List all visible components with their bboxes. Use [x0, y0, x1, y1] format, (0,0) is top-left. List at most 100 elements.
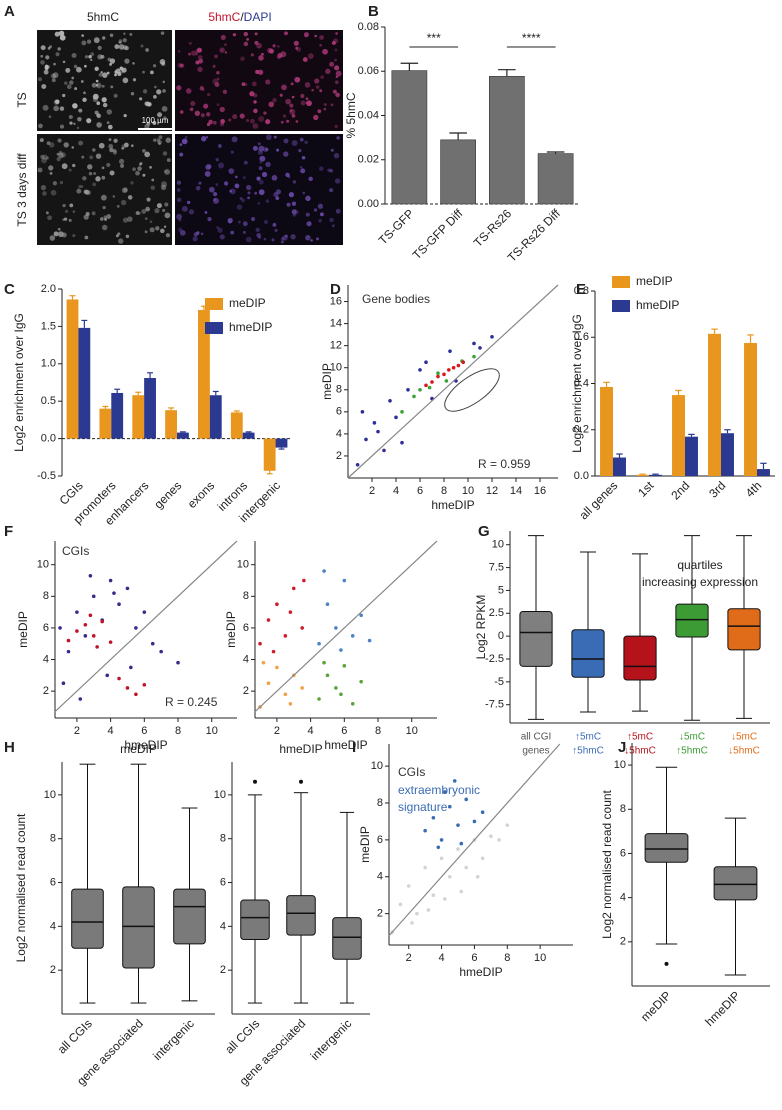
y-tick-label: 2: [50, 964, 56, 976]
point: [430, 380, 434, 384]
cell: [231, 136, 238, 143]
cell: [96, 101, 101, 105]
micrograph: [175, 134, 343, 245]
cell: [261, 171, 268, 178]
point: [439, 856, 444, 861]
point: [447, 368, 451, 372]
cell: [302, 191, 306, 195]
point: [480, 810, 485, 815]
cell: [51, 78, 56, 83]
cell: [153, 94, 157, 99]
cell: [92, 182, 97, 187]
cell: [254, 40, 259, 45]
cell: [314, 34, 317, 38]
cell: [299, 137, 304, 142]
cell: [145, 101, 151, 107]
cell: [305, 234, 311, 241]
cell: [153, 85, 157, 89]
annotation: Gene bodies: [362, 292, 430, 306]
cell: [109, 62, 113, 66]
cell: [59, 180, 64, 185]
point: [342, 578, 347, 583]
cell: [101, 175, 106, 180]
cell: [130, 181, 134, 185]
point: [261, 660, 266, 665]
cell: [154, 208, 160, 214]
y-tick-label: 4: [620, 892, 626, 904]
cell: [304, 140, 308, 145]
x-tick-label: genes: [522, 746, 549, 757]
cell: [164, 170, 167, 173]
cell: [100, 71, 103, 74]
y-tick-label: 0.08: [358, 21, 379, 33]
bar: [230, 412, 243, 439]
cell: [139, 97, 143, 101]
cell: [109, 58, 116, 64]
column-title: 5hmC: [87, 10, 119, 24]
cell: [288, 192, 295, 198]
point: [406, 387, 410, 392]
cell: [265, 119, 271, 125]
x-tick-label: 2: [74, 725, 80, 737]
cell: [283, 31, 288, 36]
cell: [69, 80, 74, 85]
cell: [232, 33, 237, 37]
point: [400, 440, 404, 445]
cell: [144, 230, 148, 234]
cell: [92, 148, 96, 152]
cell: [160, 31, 165, 35]
point: [125, 586, 130, 591]
cell: [246, 37, 250, 41]
cell: [80, 80, 84, 83]
cell: [122, 77, 129, 84]
cell: [246, 118, 250, 122]
annotation: CGIs: [398, 765, 425, 779]
cell: [106, 121, 110, 124]
cell: [84, 55, 89, 59]
y-tick-label: 2.0: [41, 283, 56, 295]
cell: [76, 188, 82, 194]
x-tick-label: genes: [151, 478, 184, 511]
legend-label: hmeDIP: [636, 298, 679, 312]
cell: [317, 109, 322, 114]
cell: [291, 95, 295, 99]
cell: [235, 175, 238, 179]
cell: [109, 147, 114, 153]
cell: [273, 135, 277, 139]
cell: [281, 236, 285, 241]
point: [134, 692, 138, 697]
cell: [316, 237, 319, 241]
annotation: extraembryonic: [398, 783, 480, 797]
y-axis-label: Log2 normalised read count: [600, 789, 614, 938]
cell: [217, 144, 222, 148]
x-tick-label: 8: [175, 725, 181, 737]
x-tick-label: ↓5hmC: [728, 746, 760, 757]
cell: [94, 66, 99, 72]
cell: [255, 227, 260, 232]
point: [478, 346, 482, 350]
bar: [242, 432, 255, 439]
cell: [57, 138, 62, 143]
point: [418, 387, 422, 392]
point: [117, 676, 121, 681]
box: [675, 603, 709, 638]
cell: [203, 103, 209, 109]
cell: [318, 219, 322, 223]
y-tick-label: 6: [220, 876, 226, 888]
cell: [93, 37, 100, 44]
cell: [97, 54, 103, 60]
point: [426, 908, 431, 912]
cell: [114, 73, 117, 77]
y-tick-label: 6: [243, 622, 249, 634]
cell: [92, 97, 98, 103]
cell: [83, 91, 86, 95]
cell: [268, 48, 274, 54]
y-tick-label: 10: [371, 760, 383, 772]
cell: [124, 58, 130, 64]
cell: [215, 157, 219, 162]
point: [410, 921, 414, 925]
cell: [44, 64, 49, 69]
bar: [132, 395, 145, 439]
point: [359, 613, 363, 618]
cell: [95, 83, 99, 87]
